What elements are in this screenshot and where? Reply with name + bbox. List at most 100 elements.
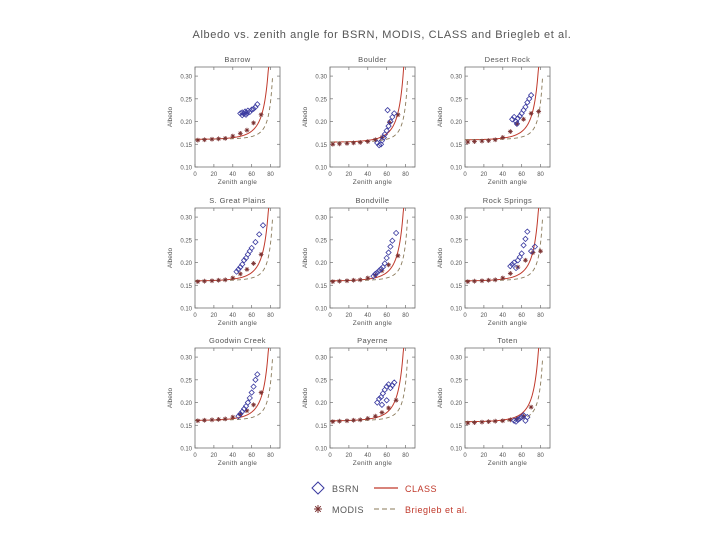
legend-modis-label: MODIS	[332, 505, 364, 515]
bsrn-point	[252, 103, 259, 111]
modis-point	[202, 417, 207, 423]
modis-point	[465, 279, 471, 285]
x-tick-label: 40	[499, 172, 506, 178]
bsrn-point	[383, 383, 390, 390]
modis-point	[357, 417, 363, 423]
bsrn-point	[246, 394, 253, 402]
bsrn-point	[514, 115, 522, 122]
bsrn-point	[513, 120, 521, 127]
y-tick-label: 0.30	[450, 216, 462, 222]
panel-goodwin-creek: Goodwin Creek 0.10 0.15 0.20 0.25 0.30 0 20 40 60…	[167, 336, 281, 467]
modis-point	[330, 279, 336, 285]
y-tick-label: 0.15	[180, 424, 192, 430]
y-tick-label: 0.10	[450, 307, 462, 313]
bsrn-point	[259, 222, 267, 229]
y-tick-label: 0.25	[180, 378, 192, 384]
y-tick-label: 0.10	[450, 447, 462, 453]
bsrn-point	[240, 405, 248, 413]
panel-title: Barrow	[224, 55, 250, 64]
x-tick-label: 40	[364, 313, 371, 319]
briegleb-curve	[330, 219, 408, 282]
modis-point	[507, 129, 513, 134]
bsrn-point	[248, 106, 255, 113]
class-curve	[195, 66, 270, 140]
bsrn-point	[516, 253, 523, 261]
modis-point	[393, 397, 399, 403]
x-tick-label: 80	[402, 313, 409, 319]
modis-point	[222, 135, 228, 141]
modis-point	[365, 275, 371, 281]
bsrn-point	[524, 413, 531, 421]
modis-point	[472, 420, 477, 425]
modis-point	[486, 277, 492, 283]
figure-title: Albedo vs. zenith angle for BSRN, MODIS,…	[193, 29, 572, 41]
modis-point	[351, 277, 357, 283]
class-curve	[330, 347, 405, 422]
panel-barrow: Barrow 0.10 0.15 0.20 0.25 0.30 0 20 40 60 80 Zenit…	[167, 55, 281, 186]
x-tick-label: 40	[499, 453, 506, 459]
y-tick-label: 0.30	[450, 75, 462, 81]
bsrn-point	[244, 399, 252, 406]
bsrn-point	[375, 142, 383, 149]
modis-point	[538, 248, 543, 254]
legend-briegleb-label: Briegleb et al.	[405, 505, 468, 515]
modis-point	[365, 416, 371, 421]
modis-point	[492, 277, 498, 283]
x-tick-label: 80	[267, 453, 274, 459]
bsrn-point	[256, 231, 263, 238]
modis-point	[386, 262, 391, 268]
modis-point	[244, 127, 250, 133]
briegleb-curve	[330, 359, 408, 422]
bsrn-point	[250, 105, 257, 112]
panel-bondville: Bondville 0.10 0.15 0.20 0.25 0.30 0 20 40 60 80 Ze…	[302, 196, 416, 327]
bsrn-point	[387, 384, 394, 392]
modis-point	[216, 416, 222, 422]
bsrn-point	[379, 390, 387, 397]
class-curve	[330, 66, 405, 143]
modis-point	[222, 416, 228, 422]
y-axis-label: Albedo	[302, 388, 309, 409]
modis-point	[500, 135, 506, 140]
bsrn-point	[377, 265, 385, 273]
y-tick-label: 0.30	[180, 216, 192, 222]
x-tick-label: 40	[499, 313, 506, 319]
x-tick-label: 20	[346, 172, 353, 178]
modis-point	[500, 418, 506, 424]
briegleb-curve	[195, 359, 273, 421]
x-tick-label: 60	[518, 453, 525, 459]
modis-point	[222, 277, 228, 283]
modis-point	[237, 130, 243, 136]
modis-point	[237, 411, 243, 417]
y-tick-label: 0.15	[450, 143, 462, 149]
x-tick-label: 20	[346, 453, 353, 459]
bsrn-point	[379, 263, 387, 271]
modis-point	[337, 141, 342, 147]
bsrn-point	[252, 238, 259, 246]
x-tick-label: 80	[537, 453, 544, 459]
modis-point	[387, 120, 392, 125]
bsrn-point	[520, 242, 527, 249]
bsrn-point	[516, 415, 523, 422]
x-tick-label: 0	[193, 172, 197, 178]
modis-point	[472, 278, 477, 284]
x-axis-label: Zenith angle	[488, 460, 527, 467]
bsrn-point	[510, 113, 518, 121]
plot-frame	[464, 347, 551, 449]
x-tick-label: 0	[463, 172, 467, 178]
y-axis-label: Albedo	[437, 107, 444, 128]
bsrn-point	[522, 235, 529, 243]
x-tick-label: 20	[481, 453, 488, 459]
modis-point	[479, 278, 485, 284]
y-tick-label: 0.15	[315, 284, 327, 290]
modis-point	[395, 112, 401, 118]
modis-point	[230, 133, 236, 139]
y-tick-label: 0.25	[180, 97, 192, 103]
modis-point	[344, 278, 350, 284]
briegleb-curve	[195, 219, 273, 282]
bsrn-point	[512, 418, 520, 425]
x-tick-label: 40	[229, 172, 236, 178]
x-tick-label: 40	[229, 453, 236, 459]
x-tick-label: 0	[328, 172, 332, 178]
bsrn-point	[246, 108, 253, 116]
bsrn-point	[531, 243, 539, 250]
